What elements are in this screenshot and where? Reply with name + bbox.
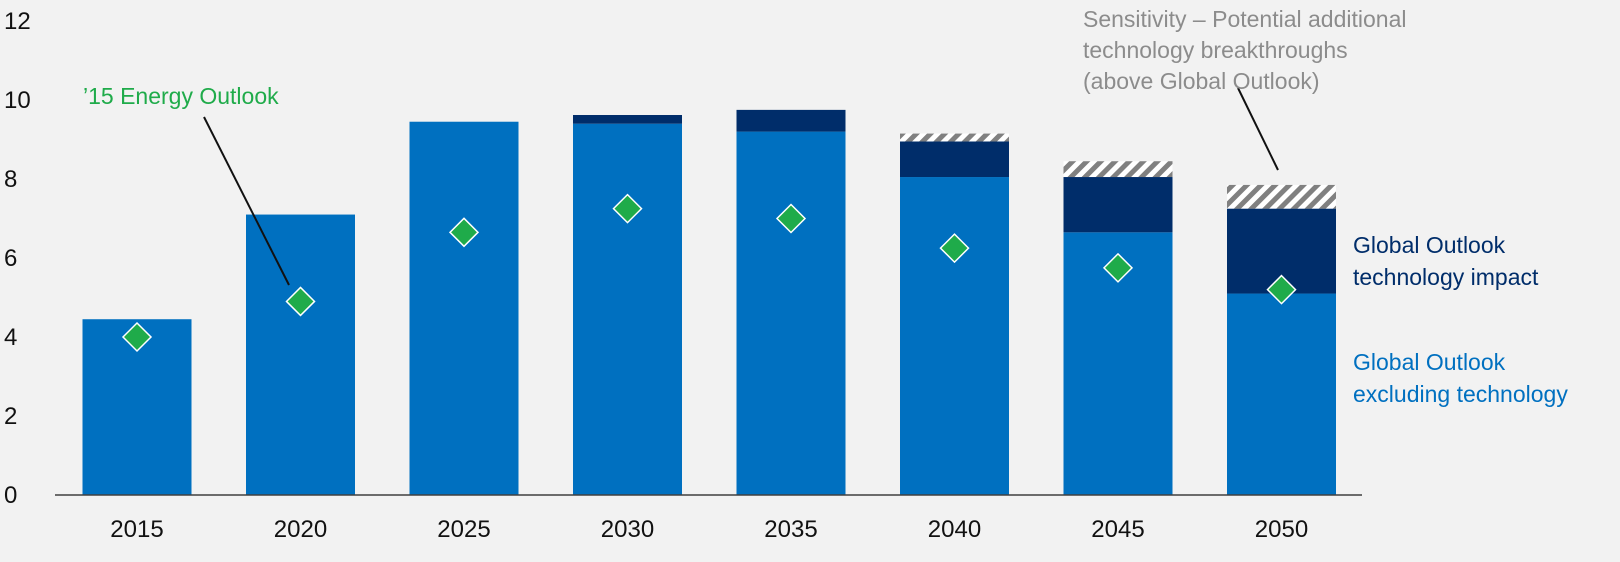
bar-sensitivity-2045	[1063, 161, 1173, 178]
y-tick-label: 8	[4, 166, 17, 193]
bar-tech-impact-2045	[1063, 177, 1173, 233]
x-axis-ticks: 2015 2020 2025 2030 2035 2040 2045 2050	[110, 516, 1308, 543]
bars-group	[82, 109, 1336, 496]
y-tick-label: 4	[4, 324, 17, 351]
bar-base-2035	[736, 131, 846, 495]
outlook-marker-2045	[1102, 252, 1134, 283]
outlook-label: ’15 Energy Outlook	[83, 83, 279, 109]
outlook-marker-2040	[939, 233, 970, 264]
outlook-marker-2030	[612, 193, 643, 224]
bar-sensitivity-2050	[1227, 184, 1336, 209]
bar-tech-impact-2040	[900, 141, 1009, 178]
tech-impact-label-line-2: technology impact	[1353, 264, 1539, 290]
outlook-marker-2015	[121, 321, 153, 353]
outlook-callout-line	[203, 116, 290, 286]
bar-base-2020	[246, 214, 355, 496]
y-tick-label: 2	[4, 403, 17, 430]
x-tick-label: 2015	[110, 516, 163, 543]
x-tick-label: 2030	[601, 516, 654, 543]
outlook-marker-2050	[1266, 274, 1297, 305]
sensitivity-label-line-3: (above Global Outlook)	[1083, 68, 1320, 94]
bar-base-2025	[409, 121, 519, 495]
x-tick-label: 2050	[1255, 516, 1308, 543]
y-tick-label: 6	[4, 245, 17, 272]
y-tick-label: 12	[4, 8, 31, 35]
sensitivity-callout-line	[1237, 87, 1279, 171]
x-tick-label: 2035	[764, 516, 817, 543]
y-tick-label: 10	[4, 87, 31, 114]
bar-tech-impact-2035	[736, 109, 846, 132]
bar-tech-impact-2030	[573, 115, 682, 124]
x-tick-label: 2045	[1091, 516, 1144, 543]
outlook-marker-2035	[775, 203, 807, 234]
bar-base-2030	[573, 123, 682, 495]
bar-base-2050	[1227, 293, 1336, 495]
x-tick-label: 2025	[437, 516, 490, 543]
x-tick-label: 2040	[928, 516, 981, 543]
outlook-marker-2025	[448, 217, 480, 248]
tech-impact-label-line-1: Global Outlook	[1353, 232, 1506, 258]
y-tick-label: 0	[4, 482, 17, 509]
outlook-markers	[121, 193, 1297, 353]
outlook-marker-2020	[285, 286, 316, 317]
y-axis-ticks: 0 2 4 6 8 10 12	[4, 8, 31, 509]
bar-base-2040	[900, 177, 1009, 495]
base-label-line-1: Global Outlook	[1353, 349, 1506, 375]
base-label-line-2: excluding technology	[1353, 381, 1568, 407]
sensitivity-label-line-1: Sensitivity – Potential additional	[1083, 6, 1406, 32]
sensitivity-label-line-2: technology breakthroughs	[1083, 37, 1348, 63]
bar-sensitivity-2040	[900, 133, 1009, 142]
x-tick-label: 2020	[274, 516, 327, 543]
